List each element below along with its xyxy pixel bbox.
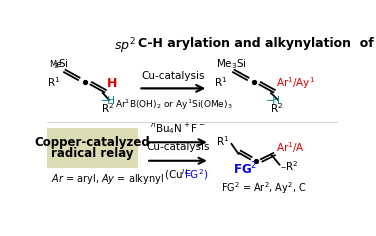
Text: Cu-catalysis: Cu-catalysis [146,142,210,152]
Text: ─H: ─H [266,96,280,106]
Text: FG$^2$: FG$^2$ [233,161,257,177]
Text: Ar$^1$/A: Ar$^1$/A [276,140,305,155]
Text: H: H [107,77,117,90]
Text: R$^1$: R$^1$ [214,75,227,89]
Text: FG$^2$): FG$^2$) [184,168,208,182]
Text: Me$_3$Si: Me$_3$Si [216,58,247,72]
Text: Ar$^1$/Ay$^1$: Ar$^1$/Ay$^1$ [276,75,315,91]
Text: R$^2$: R$^2$ [270,101,284,115]
Text: (Cu$^{II}$-: (Cu$^{II}$- [164,168,192,182]
Text: radical relay: radical relay [52,147,134,160]
Text: R$^2$: R$^2$ [101,101,114,114]
Text: $\mathit{sp}^2$: $\mathit{sp}^2$ [115,37,136,56]
Text: C-H arylation and alkynylation  of allenes: C-H arylation and alkynylation of allene… [138,37,376,50]
Text: –R$^2$: –R$^2$ [280,159,299,173]
Text: Cu-catalysis: Cu-catalysis [142,71,205,81]
Text: R$^1$: R$^1$ [47,75,60,89]
Text: $\mathit{Ar}$ = aryl, $\mathit{Ay}$ = alkynyl: $\mathit{Ar}$ = aryl, $\mathit{Ay}$ = al… [51,172,164,186]
Text: FG$^2$ = Ar$^2$, Ay$^2$, C: FG$^2$ = Ar$^2$, Ay$^2$, C [221,181,307,196]
Bar [47,128,138,169]
Text: ─H: ─H [101,96,115,106]
Text: R$^1$: R$^1$ [216,135,229,148]
Text: Ar$^1$B(OH)$_2$ or Ay$^1$Si(OMe)$_3$: Ar$^1$B(OH)$_2$ or Ay$^1$Si(OMe)$_3$ [115,98,232,112]
Text: Me: Me [49,60,62,69]
Text: $^n$Bu$_4$N$^+$F$^-$: $^n$Bu$_4$N$^+$F$^-$ [150,121,206,136]
Text: Copper-catalyzed: Copper-catalyzed [35,136,151,149]
Text: $_3$Si: $_3$Si [53,58,69,72]
